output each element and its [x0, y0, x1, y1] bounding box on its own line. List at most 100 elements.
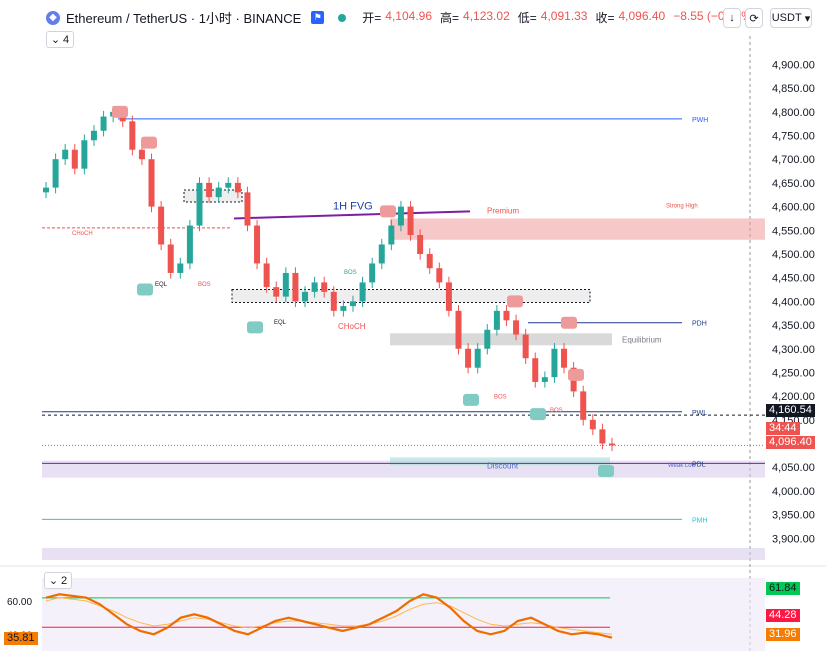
chevron-down-icon: ⌄: [50, 34, 61, 46]
refresh-icon[interactable]: ⟳: [745, 8, 763, 28]
ethereum-logo-icon: ◆: [46, 10, 60, 25]
price-axis-tick: 4,050.00: [772, 462, 815, 474]
candle-body: [589, 419, 596, 430]
candle-body: [244, 192, 251, 226]
candle-body: [129, 121, 136, 150]
countdown-tag: 34:44: [766, 422, 800, 435]
candle-body: [263, 263, 270, 288]
premium-zone: [390, 218, 765, 240]
oscillator-signal-line: [45, 597, 613, 635]
candle-body: [340, 306, 347, 311]
candle-body: [43, 187, 49, 193]
strong-high-label: Strong High: [666, 204, 698, 210]
price-axis-tick: 4,350.00: [772, 320, 815, 332]
symbol-title[interactable]: Ethereum / TetherUS · 1小时 · BINANCE: [66, 11, 302, 26]
candle-body: [359, 282, 366, 302]
candle-body: [609, 443, 615, 446]
price-axis-tick: 4,900.00: [772, 59, 815, 71]
oscillator-lower-tag: 44.28: [766, 609, 800, 622]
candle-body: [282, 272, 289, 297]
candle-body: [196, 182, 203, 226]
price-axis-tick: 4,800.00: [772, 107, 815, 119]
candle-body: [52, 159, 59, 188]
price-axis-tick: 4,600.00: [772, 202, 815, 214]
low-value: 4,091.33: [540, 9, 588, 23]
crosshair-price-tag: 4,160.54: [766, 404, 815, 417]
candle-body: [599, 429, 606, 444]
high-label: 高=: [440, 11, 460, 25]
lower-zone-band: [42, 548, 765, 560]
candle-body: [206, 182, 213, 198]
candle-body: [513, 320, 520, 335]
swing-marker: [530, 408, 546, 421]
price-axis-tick: 4,300.00: [772, 344, 815, 356]
swing-marker: [247, 321, 263, 334]
price-axis-tick: 4,700.00: [772, 154, 815, 166]
demand-box: [390, 457, 610, 466]
price-axis-tick: 4,750.00: [772, 131, 815, 143]
chevron-down-icon: ⌄: [48, 575, 59, 587]
candle-body: [426, 253, 433, 269]
oscillator-left-tag: 35.81: [4, 632, 38, 645]
candle-body: [561, 348, 568, 368]
market-status-dot: [338, 13, 347, 22]
price-axis-tick: 4,500.00: [772, 249, 815, 261]
candle-body: [177, 263, 184, 273]
candle-body: [503, 310, 510, 321]
candle-body: [532, 358, 539, 382]
candle-body: [321, 282, 328, 292]
oscillator-background: [42, 578, 765, 651]
arrow-down-icon[interactable]: ↓: [723, 8, 741, 28]
price-axis-tick: 4,200.00: [772, 391, 815, 403]
premium-label: Premium: [487, 206, 519, 215]
candle-body: [407, 206, 414, 236]
candle-body: [158, 206, 165, 245]
oscillator-axis-tick: 60.00: [7, 597, 32, 608]
candle-body: [90, 130, 97, 141]
price-axis-tick: 4,250.00: [772, 367, 815, 379]
price-axis-tick: 4,450.00: [772, 273, 815, 285]
candle-body: [397, 206, 404, 226]
currency-select[interactable]: USDT ▾: [770, 8, 812, 28]
candle-body: [273, 287, 280, 297]
price-axis-tick: 3,950.00: [772, 510, 815, 522]
swing-marker: [507, 295, 523, 308]
candle-body: [417, 235, 424, 254]
candle-body: [541, 377, 548, 382]
choch-label: CHoCH: [338, 322, 366, 331]
bos-label: BOS: [550, 408, 563, 414]
pdl-label: PDL: [692, 461, 706, 468]
pwl-label: PWL: [692, 410, 707, 417]
candle-body: [551, 348, 558, 378]
candle-body: [148, 159, 155, 207]
low-label: 低=: [517, 11, 537, 25]
candle-body: [71, 149, 78, 169]
last-price-tag: 4,096.40: [766, 436, 815, 449]
swing-marker: [561, 316, 577, 329]
candle-body: [465, 348, 472, 368]
candle-body: [455, 310, 462, 349]
candle-body: [436, 268, 443, 283]
equilibrium-zone: [390, 333, 612, 346]
swing-marker: [598, 465, 614, 478]
close-label: 收=: [595, 11, 615, 25]
open-label: 开=: [362, 11, 382, 25]
indicators-collapse-button[interactable]: ⌄ 4: [46, 31, 74, 48]
candle-body: [349, 301, 356, 307]
candle-body: [369, 263, 376, 283]
weak-low-label: Weak Low: [668, 463, 697, 469]
candle-body: [215, 187, 222, 198]
choch-label: CHoCH: [72, 231, 93, 237]
open-value: 4,104.96: [385, 9, 433, 23]
chart-header: ◆ Ethereum / TetherUS · 1小时 · BINANCE ⚑ …: [0, 0, 826, 36]
discount-label: Discount: [487, 462, 519, 471]
oscillator-collapse-button[interactable]: ⌄ 2: [44, 572, 72, 589]
swing-marker: [137, 283, 153, 296]
swing-marker: [141, 136, 157, 149]
price-axis-tick: 4,000.00: [772, 486, 815, 498]
candle-body: [81, 140, 88, 169]
candle-body: [186, 225, 193, 264]
candle-body: [302, 291, 309, 302]
flag-icon[interactable]: ⚑: [311, 11, 325, 24]
